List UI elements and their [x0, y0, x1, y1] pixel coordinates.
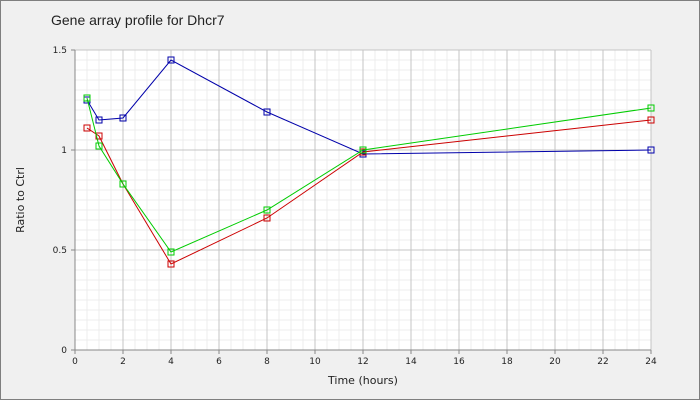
y-axis-label: Ratio to Ctrl: [14, 167, 27, 233]
x-tick-label: 18: [501, 357, 513, 367]
data-point-marker: [359, 146, 367, 154]
y-tick-label: 1: [61, 146, 67, 156]
x-tick-label: 20: [549, 357, 561, 367]
data-point-marker: [647, 104, 655, 112]
y-tick-label: 0: [61, 346, 67, 356]
data-point-marker: [167, 260, 175, 268]
data-point-marker: [95, 142, 103, 150]
data-point-marker: [647, 146, 655, 154]
x-tick-label: 24: [645, 357, 657, 367]
data-point-marker: [83, 124, 91, 132]
x-tick-label: 12: [357, 357, 368, 367]
data-point-marker: [167, 248, 175, 256]
x-tick-label: 10: [309, 357, 321, 367]
x-tick-label: 0: [72, 357, 78, 367]
series-line: [86, 59, 652, 155]
x-tick-label: 16: [453, 357, 465, 367]
chart-title: Gene array profile for Dhcr7: [51, 12, 225, 28]
data-point-marker: [119, 180, 127, 188]
data-point-marker: [119, 114, 127, 122]
x-tick-label: 6: [216, 357, 222, 367]
x-tick-label: 14: [405, 357, 417, 367]
data-point-marker: [95, 116, 103, 124]
series-3: [83, 94, 655, 256]
x-tick-label: 22: [597, 357, 608, 367]
x-tick-label: 4: [168, 357, 174, 367]
data-point-marker: [263, 108, 271, 116]
series-layer: [83, 56, 655, 268]
x-axis-label: Time (hours): [327, 374, 398, 387]
y-tick-label: 1.5: [53, 46, 67, 56]
y-tick-label: 0.5: [53, 246, 67, 256]
x-tick-label: 2: [120, 357, 126, 367]
data-point-marker: [263, 206, 271, 214]
data-point-marker: [83, 94, 91, 102]
series-line: [86, 119, 652, 265]
data-point-marker: [647, 116, 655, 124]
data-point-marker: [167, 56, 175, 64]
data-point-marker: [263, 214, 271, 222]
x-tick-label: 8: [264, 357, 270, 367]
series-line: [86, 97, 652, 253]
